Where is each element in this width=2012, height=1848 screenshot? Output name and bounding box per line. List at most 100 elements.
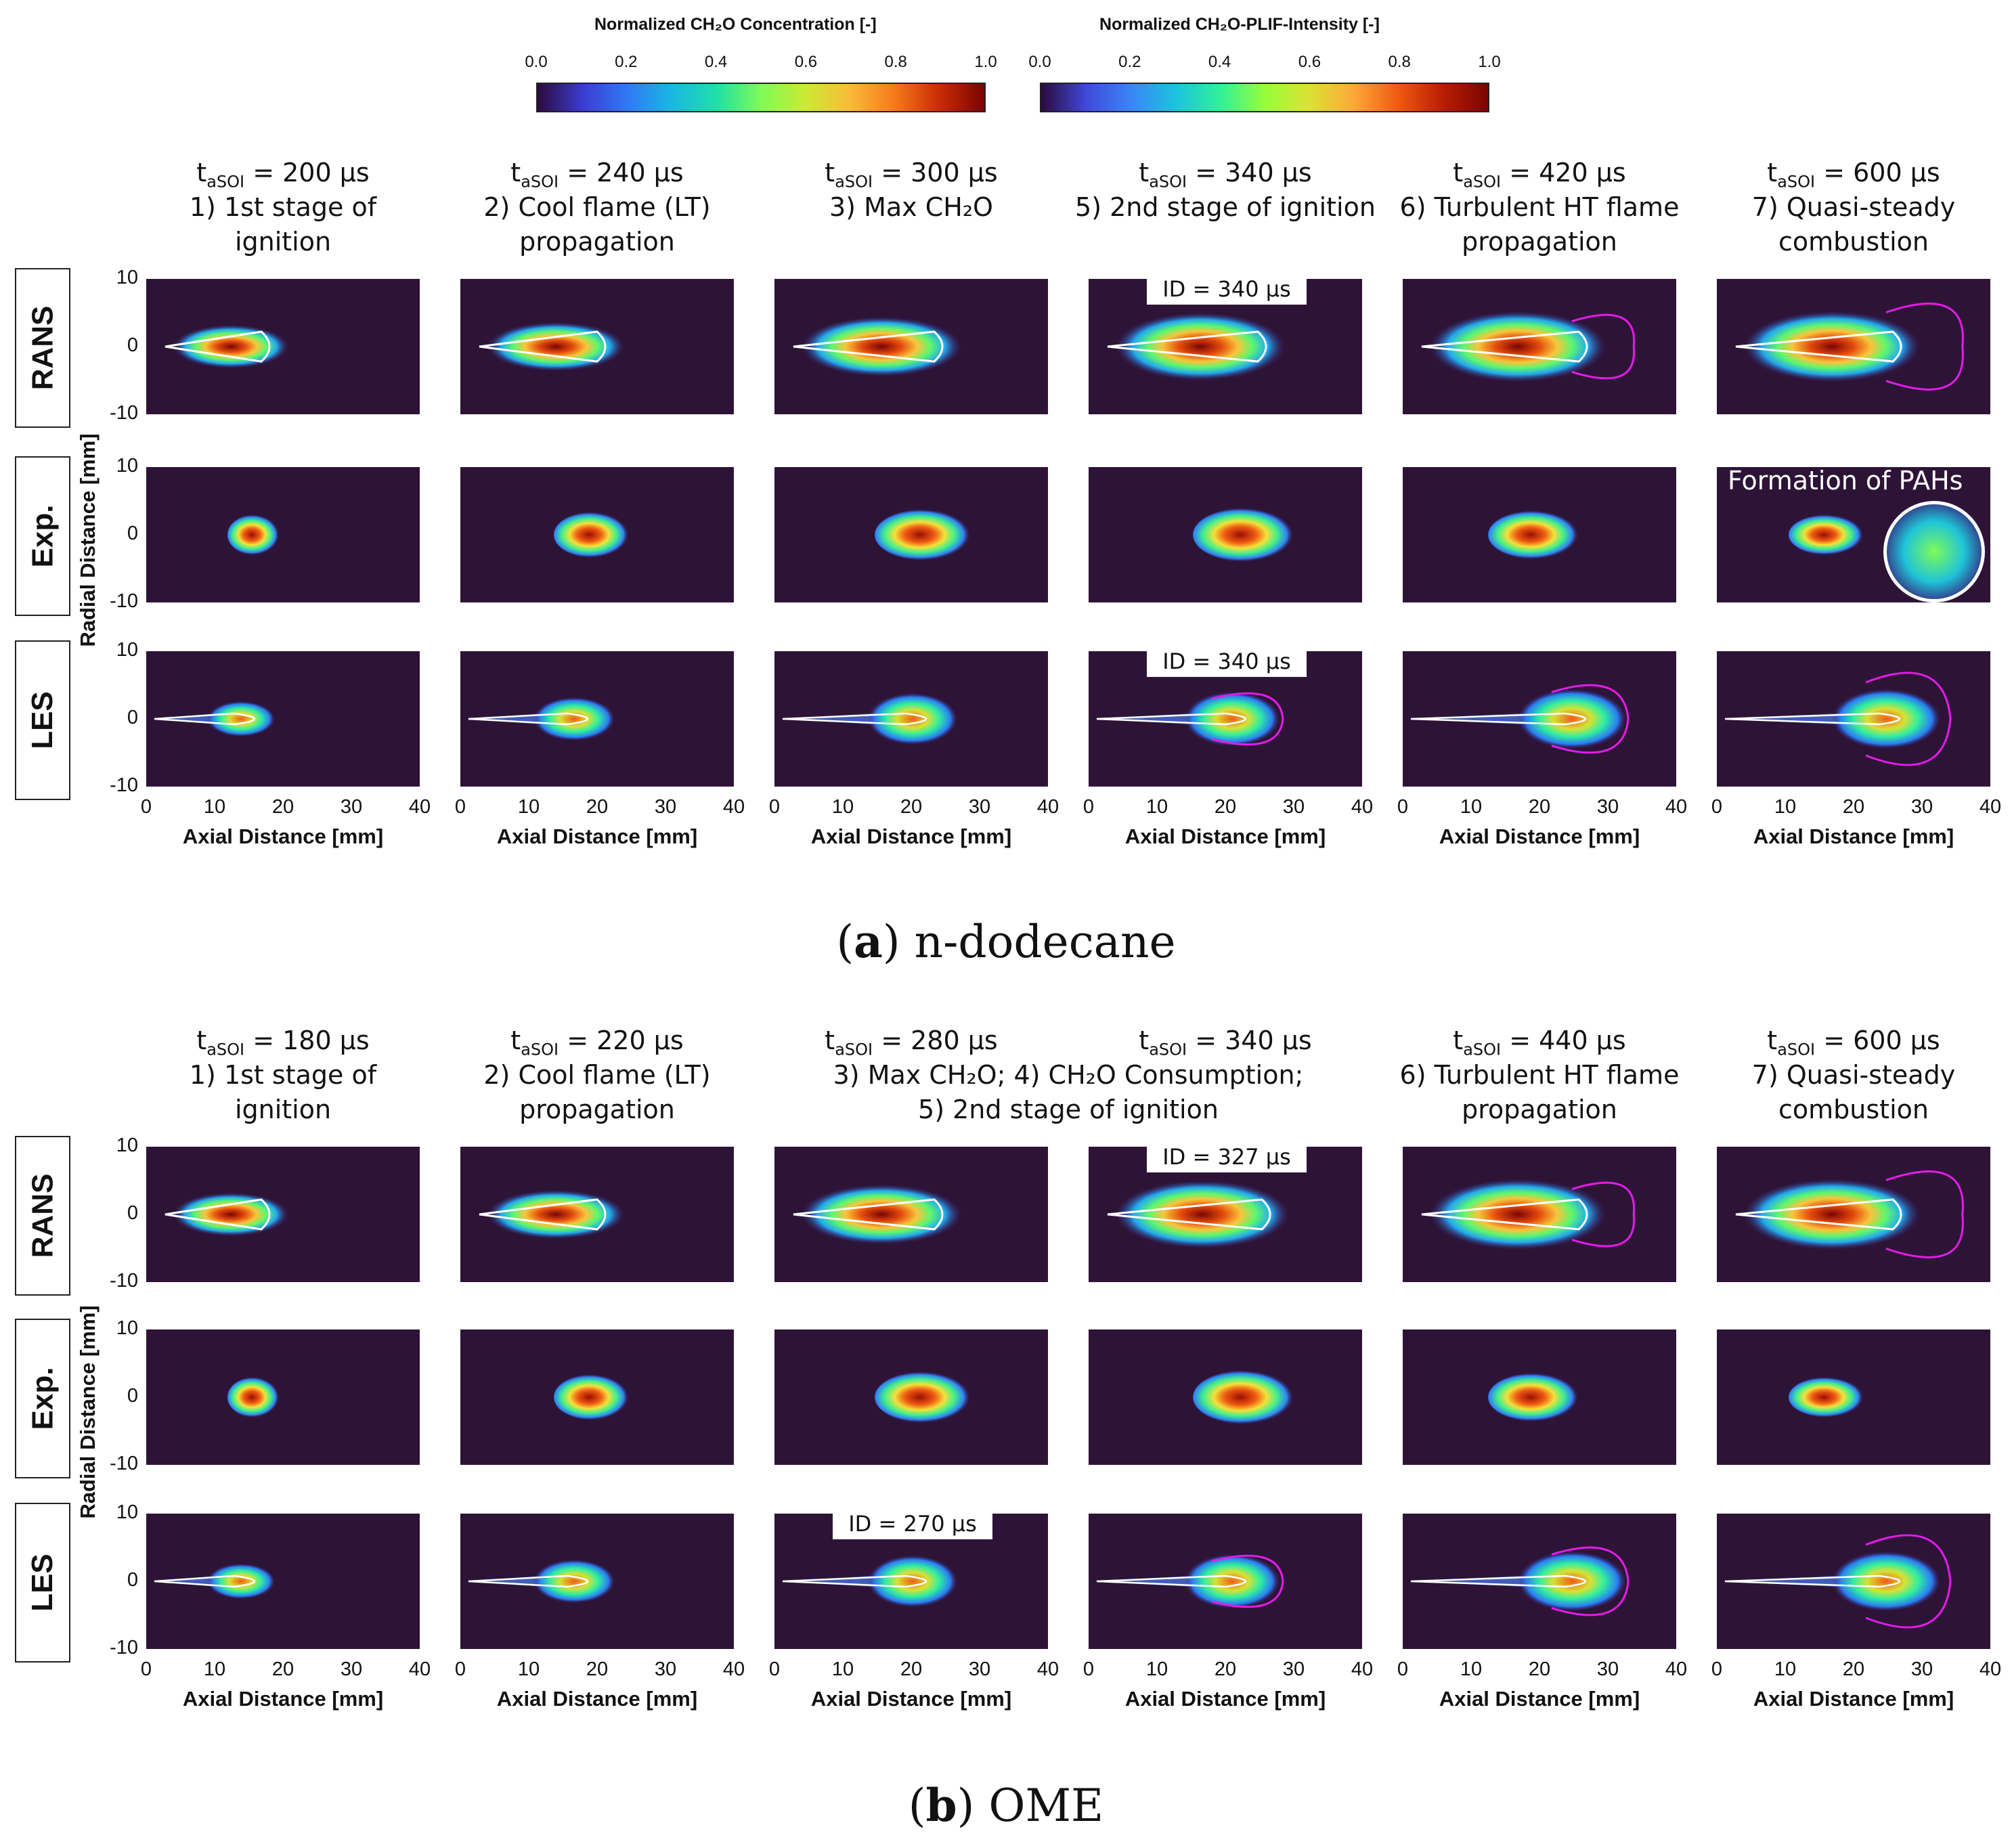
x-tick: 0 — [140, 796, 152, 818]
time-label: taSOI = 340 µs — [1139, 158, 1312, 192]
x-tick: 0 — [1711, 1658, 1723, 1680]
x-tick: 30 — [1282, 1658, 1305, 1680]
x-axis-label: Axial Distance [mm] — [1439, 824, 1640, 848]
les-mixture-contour — [1096, 1575, 1247, 1588]
mixture-contour — [165, 1198, 271, 1231]
x-axis-label: Axial Distance [mm] — [182, 824, 384, 848]
x-axis-label: Axial Distance [mm] — [182, 1687, 384, 1711]
les-mixture-contour — [1724, 712, 1901, 726]
x-tick: 20 — [1214, 796, 1237, 818]
colorbar-tick: 1.0 — [974, 53, 997, 71]
y-tick: -10 — [110, 1270, 138, 1292]
x-axis-label: Axial Distance [mm] — [1124, 1687, 1326, 1711]
y-tick: 10 — [116, 1501, 138, 1523]
x-tick: 40 — [1665, 1658, 1688, 1680]
x-axis-label: Axial Distance [mm] — [1753, 1687, 1954, 1711]
les-panel-a-5 — [1403, 651, 1676, 787]
mixture-contour — [479, 330, 607, 363]
row-label-text: Exp. — [26, 504, 60, 568]
y-tick: 0 — [127, 1385, 138, 1407]
x-tick: 20 — [1842, 1658, 1865, 1680]
plif-signal — [875, 509, 975, 560]
x-tick: 30 — [1910, 796, 1933, 818]
stage-label: 7) Quasi-steady — [1751, 192, 1956, 222]
x-tick: 20 — [1528, 796, 1551, 818]
rans-panel-b-5 — [1403, 1147, 1676, 1282]
y-axis-label: Radial Distance [mm] — [76, 1305, 100, 1519]
x-tick: 20 — [900, 796, 923, 818]
row-label-text: RANS — [26, 1173, 59, 1258]
spray-concentration — [1744, 311, 1920, 382]
les-concentration — [1518, 689, 1626, 749]
y-tick: 0 — [127, 707, 138, 728]
x-tick: 10 — [1460, 796, 1483, 818]
x-tick: 0 — [1397, 796, 1409, 818]
les-mixture-contour — [1096, 712, 1247, 726]
les-concentration — [207, 1564, 275, 1599]
x-tick: 10 — [1145, 796, 1168, 818]
x-tick: 10 — [517, 796, 540, 818]
exp-panel-b-2 — [460, 1329, 734, 1465]
time-label: taSOI = 240 µs — [510, 158, 684, 192]
exp-panel-b-6 — [1717, 1329, 1990, 1465]
stage-label: 3) Max CH₂O — [829, 192, 993, 222]
time-label: taSOI = 220 µs — [510, 1026, 684, 1059]
exp-panel-b-3 — [774, 1329, 1048, 1465]
pah-circle — [1883, 501, 1985, 602]
les-ht-flame-contour — [1865, 1534, 1952, 1629]
colorbar-tick: 0.6 — [1298, 53, 1321, 71]
row-label-text: LES — [26, 1554, 60, 1612]
x-tick: 30 — [1282, 796, 1305, 818]
x-tick: 40 — [1036, 1658, 1059, 1680]
les-panel-a-1 — [146, 651, 420, 787]
x-tick: 0 — [1397, 1658, 1409, 1680]
les-mixture-contour — [468, 1575, 589, 1588]
x-tick: 10 — [1145, 1658, 1168, 1680]
row-label-exp: Exp. — [15, 1319, 70, 1478]
x-tick: 20 — [271, 796, 294, 818]
mixture-contour — [1735, 330, 1902, 363]
rans-panel-a-1 — [146, 279, 420, 414]
colorbar-tick: 0.2 — [1118, 53, 1141, 71]
colorbar-tick: 0.0 — [525, 53, 548, 71]
stage-label-merged-line2: 5) 2nd stage of ignition — [918, 1095, 1219, 1124]
x-axis-label: Axial Distance [mm] — [1439, 1687, 1640, 1711]
les-panel-a-6 — [1717, 651, 1990, 787]
row-label-text: LES — [26, 691, 60, 749]
row-label-les: LES — [15, 1503, 70, 1663]
les-panel-a-2 — [460, 651, 734, 787]
les-mixture-contour — [782, 1575, 927, 1588]
exp-panel-b-1 — [146, 1329, 420, 1465]
les-ht-flame-contour — [1211, 692, 1284, 746]
les-panel-b-5 — [1403, 1514, 1676, 1649]
rans-panel-a-2 — [460, 279, 734, 414]
plif-signal — [227, 514, 282, 555]
stage-label: 2) Cool flame (LT) — [483, 192, 711, 222]
row-label-rans: RANS — [15, 1136, 70, 1296]
x-tick: 40 — [722, 1658, 745, 1680]
plif-signal — [875, 1371, 975, 1423]
colorbar-tick: 0.8 — [1388, 53, 1411, 71]
x-tick: 0 — [1082, 1658, 1095, 1680]
spray-concentration — [1430, 311, 1606, 382]
ignition-delay-les: ID = 270 µs — [833, 1508, 992, 1539]
x-tick: 30 — [1596, 1658, 1619, 1680]
exp-panel-a-1 — [146, 467, 420, 602]
x-tick: 10 — [517, 1658, 540, 1680]
rans-panel-b-3 — [774, 1147, 1048, 1282]
x-tick: 20 — [271, 1658, 294, 1680]
les-panel-b-6 — [1717, 1514, 1990, 1649]
spray-concentration — [802, 1185, 961, 1244]
spray-concentration — [1116, 1181, 1289, 1248]
x-tick: 30 — [340, 1658, 363, 1680]
x-tick: 40 — [1351, 1658, 1374, 1680]
ht-flame-contour — [1571, 1181, 1636, 1248]
x-tick: 40 — [408, 796, 431, 818]
x-axis-label: Axial Distance [mm] — [810, 1687, 1012, 1711]
subfigure-caption: (b) OME — [908, 1779, 1104, 1832]
stage-label: 6) Turbulent HT flame — [1399, 192, 1680, 222]
x-tick: 20 — [586, 1658, 609, 1680]
stage-label: 1) 1st stage of — [189, 1060, 377, 1090]
spray-concentration — [1430, 1179, 1606, 1250]
x-tick: 0 — [140, 1658, 152, 1680]
